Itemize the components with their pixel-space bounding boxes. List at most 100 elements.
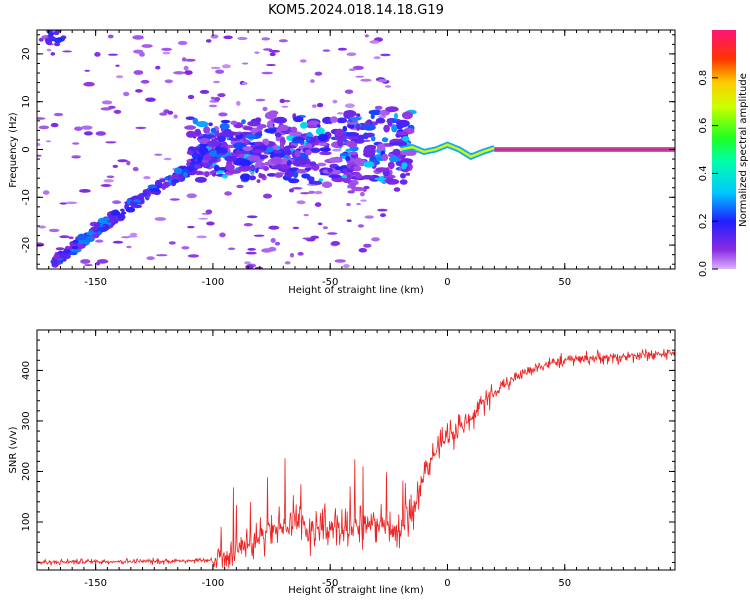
spectrogram-blob (292, 170, 299, 179)
spectrogram-blob (362, 124, 376, 131)
snr-panel: -150 -100 -50 0 50 100 200 300 400 Height of str… (8, 329, 676, 596)
spectrogram-speckle (348, 68, 357, 71)
spectrogram-speckle (45, 140, 51, 143)
spectrogram-blob (241, 119, 246, 125)
spectrogram-trail (90, 227, 98, 231)
spectrogram-blob (315, 127, 325, 136)
spectrogram-speckle (243, 223, 253, 227)
spectrogram-blob (405, 172, 411, 176)
spectrogram-blob (204, 171, 210, 178)
spectrogram-xtick-label: 50 (558, 277, 571, 288)
spectrogram-speckle (279, 98, 286, 104)
spectrogram-blob (186, 150, 194, 155)
spectrogram-speckle (337, 47, 348, 51)
spectrogram-speckle (317, 162, 327, 167)
spectrogram-blob (346, 173, 351, 179)
spectrogram-speckle (206, 221, 215, 226)
colorbar-tick-label: 0.6 (698, 118, 709, 134)
spectrogram-blob (304, 167, 312, 171)
spectrogram-trail (178, 174, 184, 181)
spectrogram-speckle (50, 122, 59, 128)
spectrogram-speckle (187, 254, 200, 258)
spectrogram-speckle (154, 217, 167, 221)
spectrogram-trail (130, 200, 135, 208)
spectrogram-speckle (133, 70, 144, 75)
spectrogram-trail (183, 172, 188, 178)
spectrogram-trail (53, 31, 60, 36)
spectrogram-trail (202, 162, 209, 168)
spectrogram-speckle (236, 101, 241, 106)
spectrogram-speckle (344, 103, 355, 108)
spectrogram-speckle (145, 97, 156, 102)
snr-xtick-label: -50 (322, 578, 338, 589)
spectrogram-blob (196, 121, 209, 128)
spectrogram-trail (171, 178, 180, 184)
spectrogram-speckle (303, 214, 309, 217)
spectrogram-blob (396, 131, 409, 136)
spectrogram-speckle (246, 215, 258, 219)
spectrogram-blob (275, 136, 281, 142)
spectrogram-blob (349, 117, 362, 121)
spectrogram-speckle (247, 248, 256, 251)
spectrogram-speckle (132, 35, 144, 40)
spectrogram-blob (385, 106, 399, 113)
spectrogram-blob (194, 176, 207, 183)
spectrogram-speckle (37, 142, 41, 147)
spectrogram-blob (400, 173, 406, 179)
spectrogram-blob (331, 170, 341, 175)
spectrogram-blob (354, 173, 363, 179)
spectrogram-blob (388, 169, 393, 177)
spectrogram-speckle (95, 131, 107, 136)
spectrogram-blob (288, 178, 300, 184)
spectrogram-blob (245, 134, 256, 140)
spectrogram-blob (263, 138, 270, 146)
spectrogram-speckle (327, 232, 338, 235)
spectrogram-blob (242, 126, 253, 131)
spectrogram-speckle (224, 191, 233, 196)
spectrogram-speckle (68, 236, 74, 239)
spectrogram-speckle (74, 126, 83, 131)
snr-xtick-label: -100 (202, 578, 225, 589)
spectrogram-speckle (168, 241, 176, 245)
spectrogram-blob (224, 155, 238, 162)
spectrogram-speckle (250, 172, 255, 175)
spectrogram-speckle (155, 65, 161, 70)
spectrogram-blob (204, 134, 215, 139)
spectrogram-speckle (261, 248, 273, 253)
spectrogram-trail (195, 164, 202, 169)
spectrogram-speckle (262, 106, 268, 112)
spectrogram-blob (321, 181, 333, 188)
spectrogram-speckle (371, 237, 380, 242)
spectrogram-speckle (37, 154, 42, 157)
spectrogram-speckle (181, 57, 187, 62)
spectrogram-speckle (38, 225, 46, 229)
spectrogram-speckle (135, 89, 143, 93)
spectrogram-speckle (107, 53, 119, 56)
spectrogram-blob (319, 147, 331, 152)
spectrogram-trail (209, 150, 217, 157)
spectrogram-blob (194, 128, 201, 137)
spectrogram-blob (285, 149, 292, 156)
spectrogram-blob (288, 131, 303, 136)
spectrogram-trail (46, 41, 53, 46)
spectrogram-blob (279, 141, 285, 150)
spectrogram-speckle (106, 175, 115, 179)
spectrogram-blob (342, 177, 352, 184)
spectrogram-speckle (163, 157, 172, 161)
spectrogram-speckle (143, 176, 151, 180)
spectrogram-speckle (377, 79, 388, 83)
spectrogram-speckle (296, 200, 306, 205)
spectrogram-ylabel: Frequency (Hz) (8, 112, 19, 188)
spectrogram-blob (255, 160, 262, 168)
spectrogram-speckle (146, 256, 155, 261)
spectrogram-blob (342, 125, 348, 132)
spectrogram-blob (230, 120, 238, 126)
spectrogram-trail (125, 206, 136, 213)
spectrogram-speckle (210, 96, 215, 100)
spectrogram-speckle (154, 153, 163, 156)
spectrogram-speckle (181, 246, 190, 250)
spectrogram-speckle (337, 112, 344, 115)
spectrogram-speckle (115, 64, 120, 67)
spectrogram-speckle (117, 159, 128, 163)
